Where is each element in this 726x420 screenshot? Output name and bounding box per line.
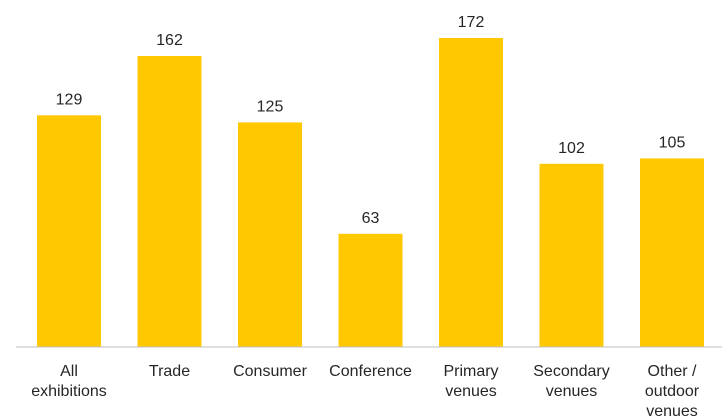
category-label-0-line-0: All: [60, 363, 78, 380]
category-label-0: All exhibitions: [31, 363, 107, 400]
bar-value-label-5: 102: [558, 140, 585, 157]
category-label-6-line-1: outdoor: [645, 383, 700, 400]
category-label-0-line-1: exhibitions: [31, 383, 107, 400]
bar-value-label-6: 105: [659, 134, 686, 151]
category-label-1: Trade: [149, 363, 190, 380]
bar-value-label-3: 63: [362, 210, 380, 227]
category-labels-group: All exhibitions Trade Consumer Conference Pri…: [31, 363, 700, 420]
category-label-2-line-0: Consumer: [233, 363, 307, 380]
bar-value-label-1: 162: [156, 32, 183, 49]
category-label-3-line-0: Conference: [329, 363, 412, 380]
category-label-6: Other / outdoor venues: [645, 363, 700, 420]
category-label-5-line-1: venues: [546, 383, 598, 400]
category-label-1-line-0: Trade: [149, 363, 190, 380]
bar-value-label-2: 125: [257, 98, 284, 115]
bar-value-label-0: 129: [56, 91, 83, 108]
bar-5: [539, 163, 604, 347]
bar-2: [238, 122, 302, 348]
category-label-4-line-1: venues: [445, 383, 497, 400]
category-label-5: Secondary venues: [533, 363, 610, 400]
bar-6: [640, 158, 704, 347]
bar-3: [338, 233, 403, 347]
bar-value-label-4: 172: [458, 14, 485, 31]
bar-0: [37, 115, 101, 348]
bar-1: [137, 56, 202, 347]
category-label-2: Consumer: [233, 363, 307, 380]
category-label-4: Primary venues: [443, 363, 498, 400]
category-label-4-line-0: Primary: [443, 363, 498, 380]
bar-4: [439, 38, 503, 347]
value-labels-group: 129 162 125 63 172 102 105: [56, 14, 686, 227]
bars-group: [37, 38, 704, 348]
category-label-3: Conference: [329, 363, 412, 380]
category-label-6-line-2: venues: [646, 403, 698, 420]
category-label-6-line-0: Other /: [648, 363, 697, 380]
category-label-5-line-0: Secondary: [533, 363, 610, 380]
